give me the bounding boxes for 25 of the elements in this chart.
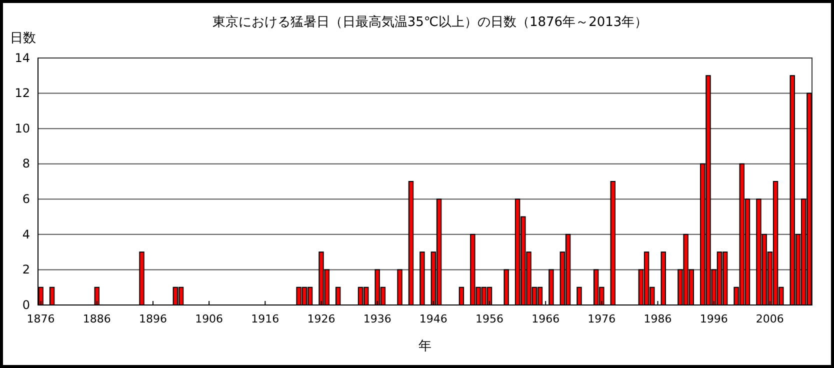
x-tick-label: 1886 (82, 312, 111, 326)
chart-title: 東京における猛暑日（日最高気温35℃以上）の日数（1876年～2013年） (212, 14, 648, 30)
y-tick-label: 8 (22, 156, 30, 171)
y-tick-label: 4 (22, 227, 30, 242)
y-tick-label: 2 (22, 262, 30, 277)
x-tick-label: 1996 (700, 312, 728, 326)
x-tick-label: 1966 (532, 312, 560, 326)
y-tick-label: 14 (14, 50, 30, 65)
y-tick-label: 6 (22, 192, 30, 206)
y-tick-label: 0 (22, 298, 30, 312)
x-tick-label: 1896 (138, 312, 167, 326)
x-axis-title: 年 (418, 339, 432, 354)
x-tick-label: 2006 (756, 312, 784, 326)
y-tick-label: 12 (14, 86, 30, 100)
x-tick-label: 1946 (419, 312, 448, 326)
x-tick-label: 1916 (251, 312, 280, 326)
y-axis-title: 日数 (10, 31, 36, 46)
x-tick-label: 1906 (195, 312, 224, 326)
x-tick-label: 1976 (588, 312, 616, 326)
x-tick-label: 1876 (26, 312, 55, 326)
x-tick-label: 1986 (644, 312, 672, 326)
x-tick-label: 1956 (476, 312, 504, 326)
x-tick-label: 1926 (307, 312, 336, 326)
y-tick-label: 10 (14, 121, 30, 136)
x-tick-label: 1936 (363, 312, 392, 326)
